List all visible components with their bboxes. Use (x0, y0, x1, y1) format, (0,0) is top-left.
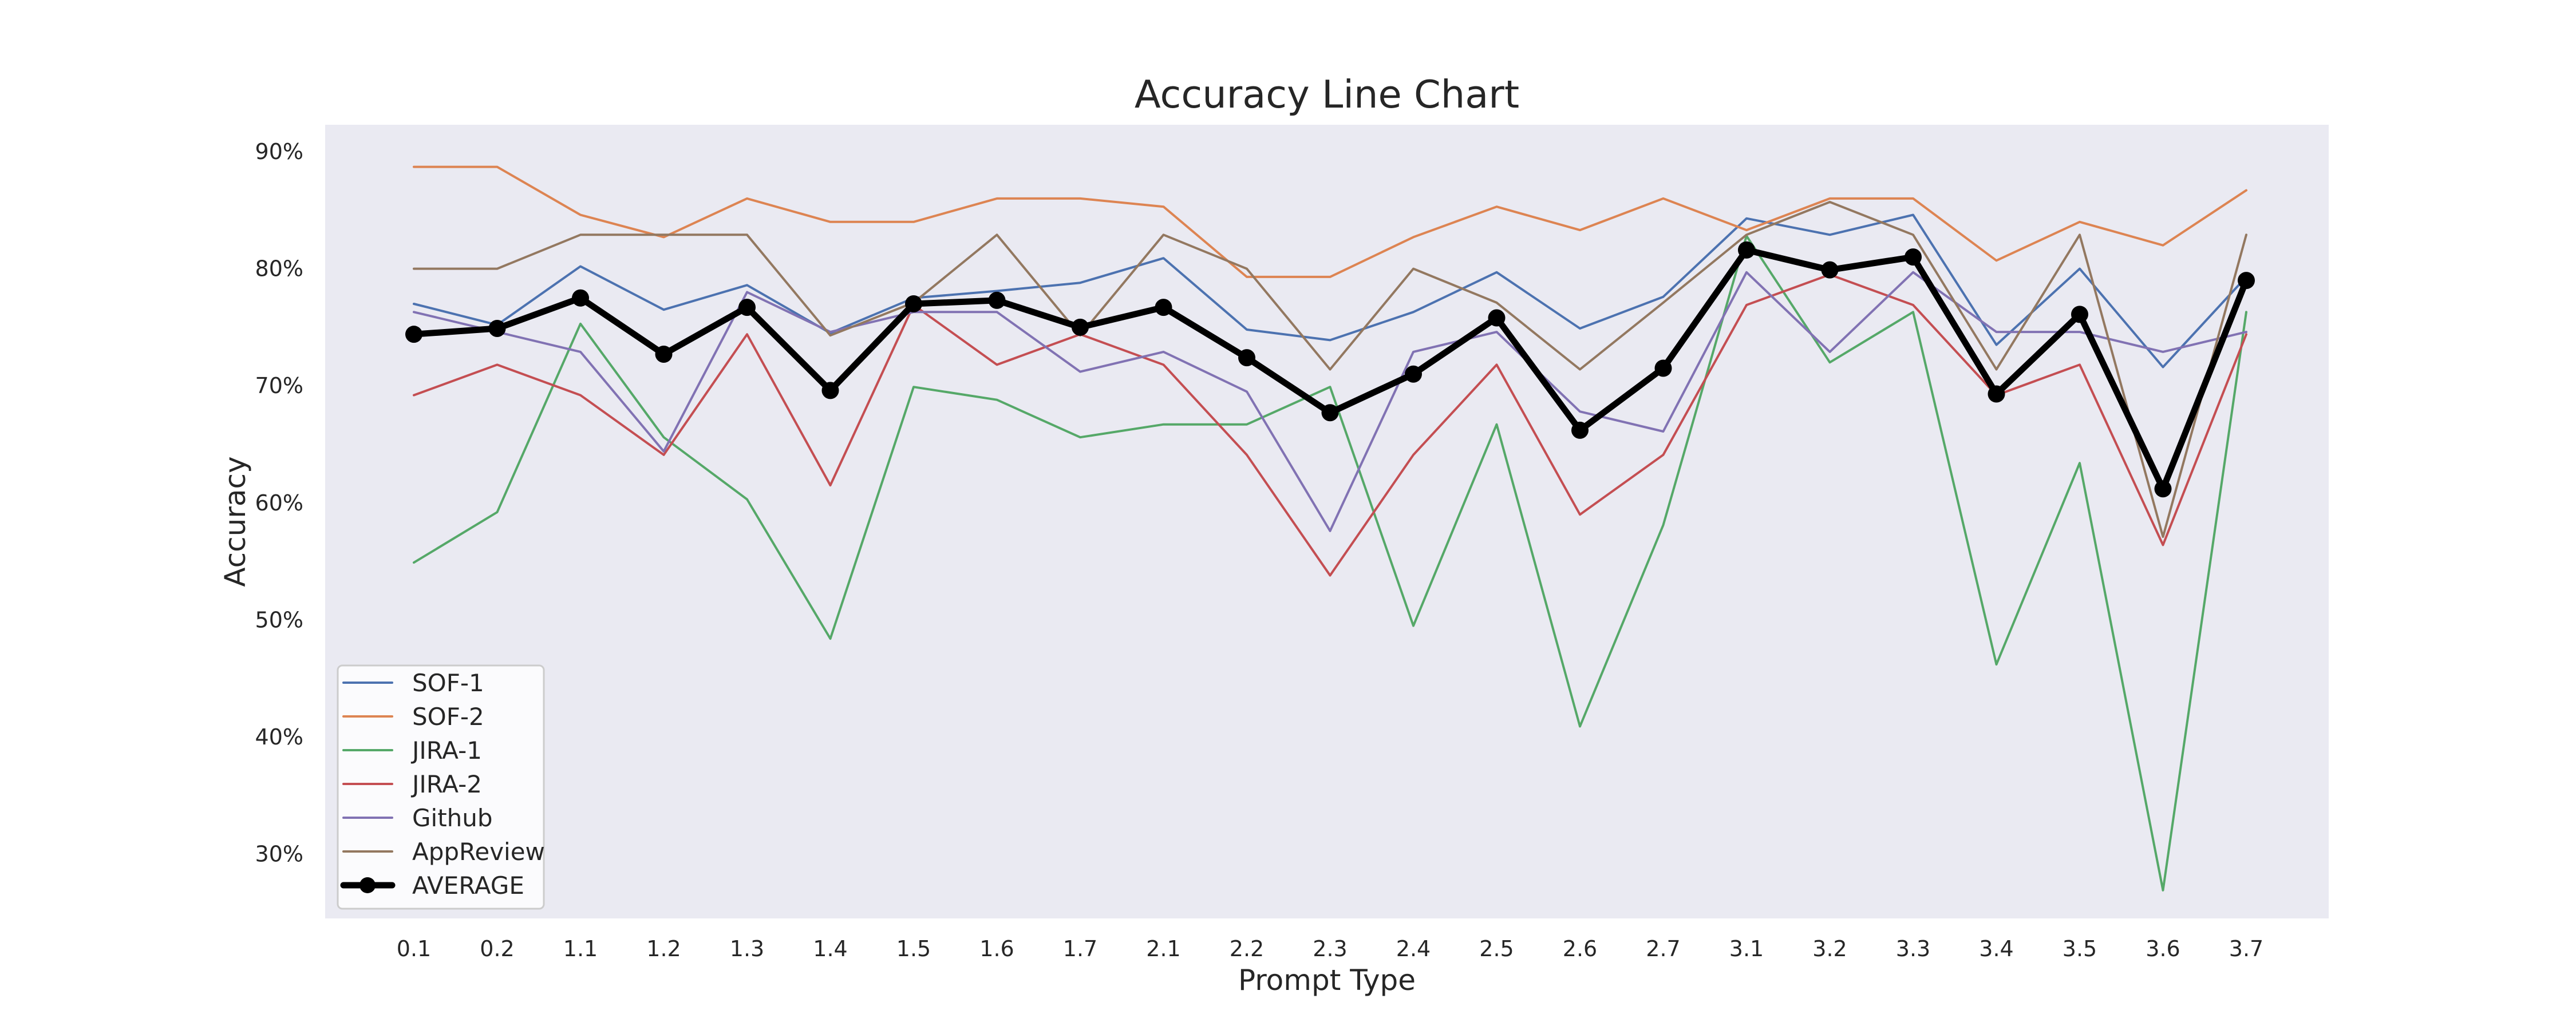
y-tick-label: 30% (255, 841, 303, 866)
series-line-jira-1 (413, 235, 2247, 892)
x-tick-label: 2.6 (1563, 936, 1597, 961)
x-tick-label: 1.3 (730, 936, 764, 961)
chart-title: Accuracy Line Chart (1135, 72, 1519, 117)
x-tick-label: 2.7 (1646, 936, 1680, 961)
average-point (905, 295, 922, 312)
average-point (1821, 261, 1839, 279)
series-lines (405, 165, 2255, 892)
y-tick-label: 50% (255, 607, 303, 632)
legend-label: SOF-1 (412, 669, 484, 697)
average-point (738, 299, 756, 316)
y-tick-label: 70% (255, 373, 303, 398)
x-tick-label: 2.3 (1313, 936, 1347, 961)
x-tick-label: 2.4 (1396, 936, 1431, 961)
x-tick-label: 3.1 (1729, 936, 1764, 961)
x-tick-label: 3.7 (2229, 936, 2263, 961)
average-point (1072, 318, 1089, 336)
average-point (1988, 385, 2005, 403)
plot-area (325, 125, 2329, 918)
x-tick-label: 0.2 (480, 936, 514, 961)
average-point (655, 345, 673, 363)
average-point (2238, 272, 2255, 290)
x-axis-ticks: 0.1 0.2 1.1 1.2 1.3 1.4 1.5 1.6 1.7 2.1 2.2 2.3 2.4 2… (397, 936, 2263, 961)
y-axis-label: Accuracy (219, 456, 252, 587)
average-point (1321, 404, 1339, 422)
x-tick-label: 3.4 (1979, 936, 2013, 961)
x-tick-label: 3.2 (1812, 936, 1847, 961)
y-tick-label: 80% (255, 256, 303, 282)
x-tick-label: 3.6 (2146, 936, 2180, 961)
average-point (405, 326, 422, 343)
average-point (821, 382, 839, 399)
x-tick-label: 1.7 (1063, 936, 1097, 961)
x-axis-label: Prompt Type (1238, 964, 1416, 997)
legend-label: AVERAGE (412, 871, 524, 900)
x-tick-label: 2.1 (1146, 936, 1180, 961)
series-line-jira-2 (413, 273, 2247, 577)
x-tick-label: 3.3 (1896, 936, 1930, 961)
x-tick-label: 1.2 (646, 936, 681, 961)
series-line-appreview (413, 201, 2247, 538)
average-point (1738, 241, 1755, 259)
average-point (988, 291, 1006, 309)
average-point (1571, 421, 1589, 439)
y-axis-ticks: 30% 40% 50% 60% 70% 80% 90% (255, 139, 303, 866)
series-line-sof-1 (413, 213, 2247, 369)
x-tick-label: 1.1 (563, 936, 598, 961)
legend-label: JIRA-1 (410, 736, 482, 764)
average-point (1155, 299, 1172, 316)
y-tick-label: 60% (255, 490, 303, 516)
legend-box (337, 664, 545, 910)
x-tick-label: 0.1 (397, 936, 431, 961)
y-tick-label: 90% (255, 139, 303, 164)
x-tick-label: 2.5 (1479, 936, 1514, 961)
series-line-sof-2 (413, 165, 2247, 278)
x-tick-label: 1.6 (979, 936, 1014, 961)
legend-label: Github (412, 804, 493, 832)
average-point (1405, 365, 1422, 383)
average-point (1488, 309, 1506, 327)
x-tick-label: 3.5 (2063, 936, 2097, 961)
average-point (1905, 248, 1922, 266)
x-tick-label: 2.2 (1230, 936, 1264, 961)
average-point (488, 319, 506, 337)
average-point (572, 289, 589, 307)
legend-marker (359, 877, 376, 893)
series-line-github (413, 271, 2247, 532)
x-tick-label: 1.5 (896, 936, 931, 961)
legend: SOF-1 SOF-2 JIRA-1 JIRA-2 Github AppReview AVE… (337, 664, 545, 910)
x-tick-label: 1.4 (813, 936, 847, 961)
legend-label: SOF-2 (412, 703, 484, 731)
average-point (2154, 480, 2172, 498)
average-point (2071, 306, 2088, 323)
average-point (1238, 349, 1255, 367)
legend-label: AppReview (412, 838, 545, 866)
legend-label: JIRA-2 (410, 770, 482, 798)
y-tick-label: 40% (255, 724, 303, 750)
average-point (1654, 359, 1672, 377)
